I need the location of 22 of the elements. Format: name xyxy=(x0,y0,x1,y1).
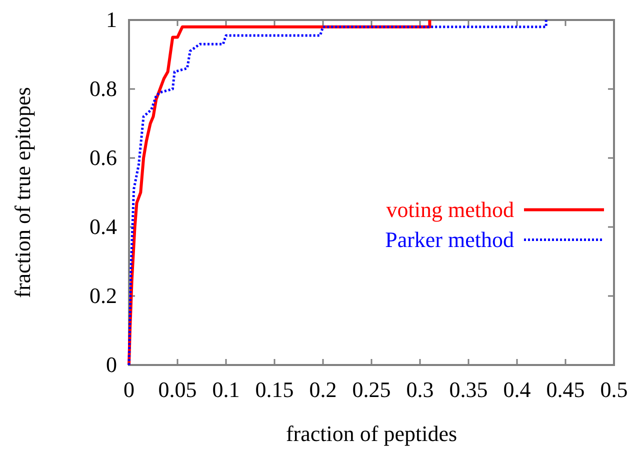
y-tick-label: 0.4 xyxy=(90,214,117,239)
x-tick-label: 0.25 xyxy=(352,377,391,402)
y-axis-title: fraction of true epitopes xyxy=(10,87,35,298)
x-tick-label: 0.2 xyxy=(309,377,337,402)
line-series xyxy=(128,18,548,366)
x-tick-label: 0.35 xyxy=(449,377,488,402)
x-tick-label: 0.1 xyxy=(212,377,240,402)
legend-label: voting method xyxy=(386,196,514,222)
y-tick-label: 0.6 xyxy=(90,145,117,170)
x-tick-label: 0.05 xyxy=(158,377,197,402)
x-tick-label: 0 xyxy=(124,377,134,402)
y-tick-label: 0 xyxy=(106,352,117,377)
y-tick-label: 0.8 xyxy=(90,76,117,101)
y-tick-label: 1 xyxy=(106,7,117,32)
x-axis-title: fraction of peptides xyxy=(286,421,458,446)
x-tick-label: 0.5 xyxy=(600,377,628,402)
x-tick-label: 0.45 xyxy=(546,377,585,402)
x-tick-label: 0.3 xyxy=(406,377,434,402)
x-tick-label: 0.4 xyxy=(503,377,531,402)
x-tick-label: 0.15 xyxy=(255,377,294,402)
y-tick-label: 0.2 xyxy=(90,283,117,308)
legend-label: Parker method xyxy=(385,226,514,252)
